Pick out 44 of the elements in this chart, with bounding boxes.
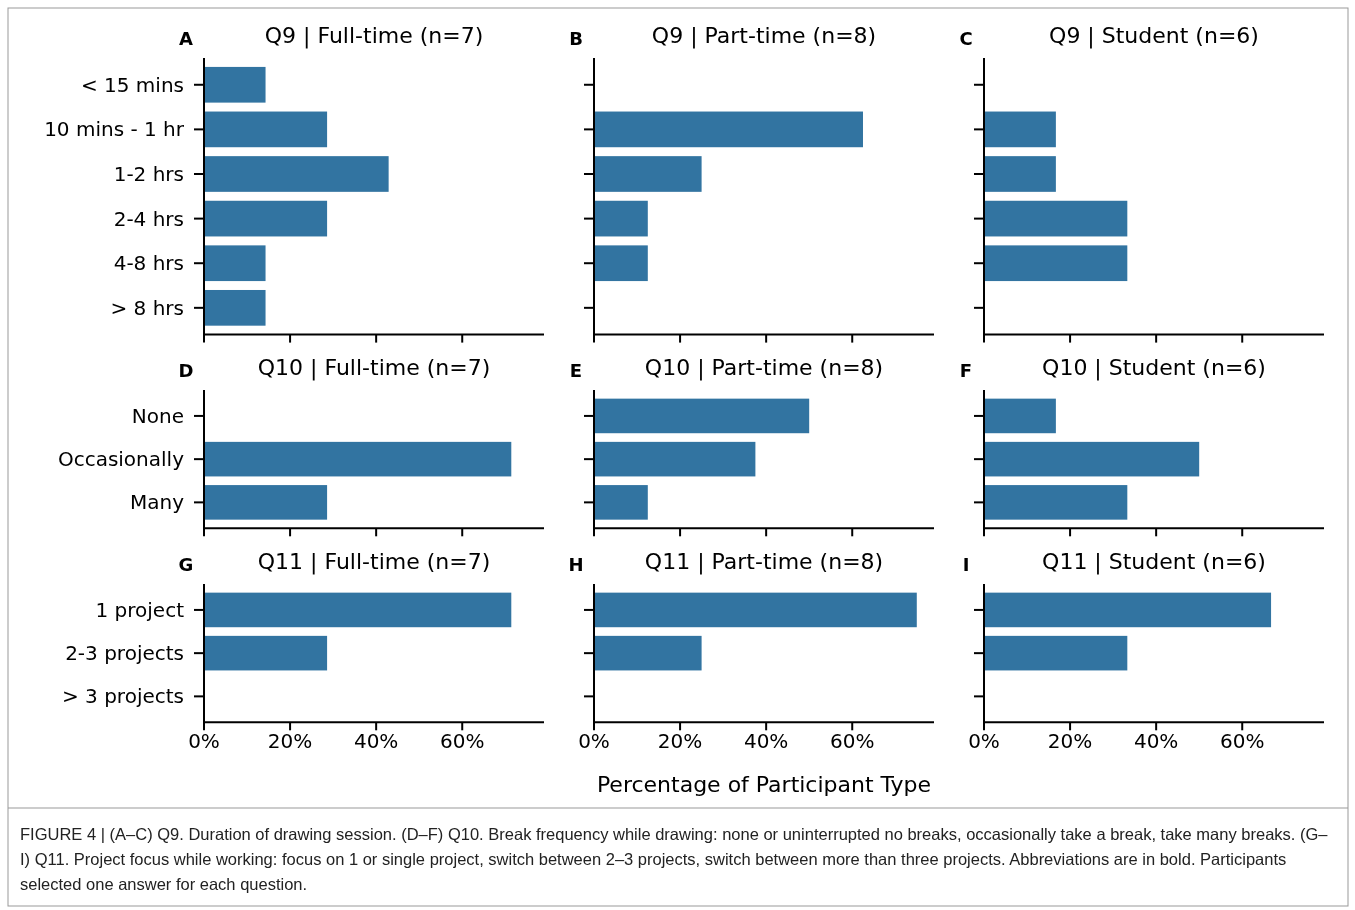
x-tick-label: 40%	[743, 729, 789, 754]
x-tick-label: 60%	[440, 729, 485, 754]
x-tick-label: 0%	[188, 729, 220, 754]
text: G	[178, 554, 194, 575]
y-tick-label: > 8 hrs	[110, 295, 184, 320]
chart-title: Q9 | Full-time (n=7)	[264, 23, 484, 49]
chart-title: Q10 | Full-time (n=7)	[257, 355, 491, 381]
chart-title: Q9 | Student (n=6)	[1049, 23, 1259, 49]
chart-title: Q11 | Full-time (n=7)	[257, 549, 491, 575]
text: F	[959, 360, 973, 381]
y-tick-label: > 3 projects	[61, 684, 184, 709]
y-tick-label: 4-8 hrs	[113, 251, 184, 276]
x-tick-label: 20%	[267, 729, 313, 754]
text: E	[569, 360, 583, 381]
y-tick-label: 2-3 projects	[65, 641, 184, 666]
x-tick-label: 20%	[1047, 729, 1093, 754]
text: C	[959, 28, 973, 49]
chart-title: Q11 | Student (n=6)	[1042, 549, 1266, 575]
y-tick-label: None	[131, 403, 184, 428]
text: B	[569, 28, 583, 49]
x-axis-title: Percentage of Participant Type	[596, 772, 932, 798]
chart-title: Q9 | Part-time (n=8)	[651, 23, 877, 49]
x-tick-label: 60%	[1220, 729, 1265, 754]
text: D	[178, 360, 194, 381]
caption: FIGURE 4 | (A–C) Q9. Duration of drawing session. (D–F) Q10. Break frequency while drawing: none or uninterrupted no breaks, occasionally take a break, take many breaks. (G–I) Q11. Project focus while working: focus on 1 or single project, switch between 2–3 projects, switch between more than three projects. Abbreviations are in bold. Participants selected one answer for each question.	[20, 824, 1329, 895]
text: H	[568, 554, 584, 575]
chart-title: Q10 | Part-time (n=8)	[644, 355, 884, 381]
x-tick-label: 60%	[830, 729, 875, 754]
text: A	[179, 28, 194, 49]
y-tick-label: 2-4 hrs	[113, 206, 184, 231]
y-tick-label: 1-2 hrs	[113, 161, 184, 186]
y-tick-label: Many	[129, 490, 185, 515]
y-tick-label: < 15 mins	[80, 72, 184, 97]
x-tick-label: 20%	[657, 729, 703, 754]
chart-title: Q10 | Student (n=6)	[1042, 355, 1266, 381]
x-tick-label: 40%	[1133, 729, 1179, 754]
text: I	[962, 554, 970, 575]
y-tick-label: 10 mins - 1 hr	[44, 117, 185, 142]
y-tick-label: 1 project	[95, 597, 185, 622]
x-tick-label: 40%	[353, 729, 399, 754]
chart-title: Q11 | Part-time (n=8)	[644, 549, 884, 575]
x-tick-label: 0%	[578, 729, 610, 754]
x-tick-label: 0%	[968, 729, 1000, 754]
y-tick-label: Occasionally	[57, 447, 185, 472]
